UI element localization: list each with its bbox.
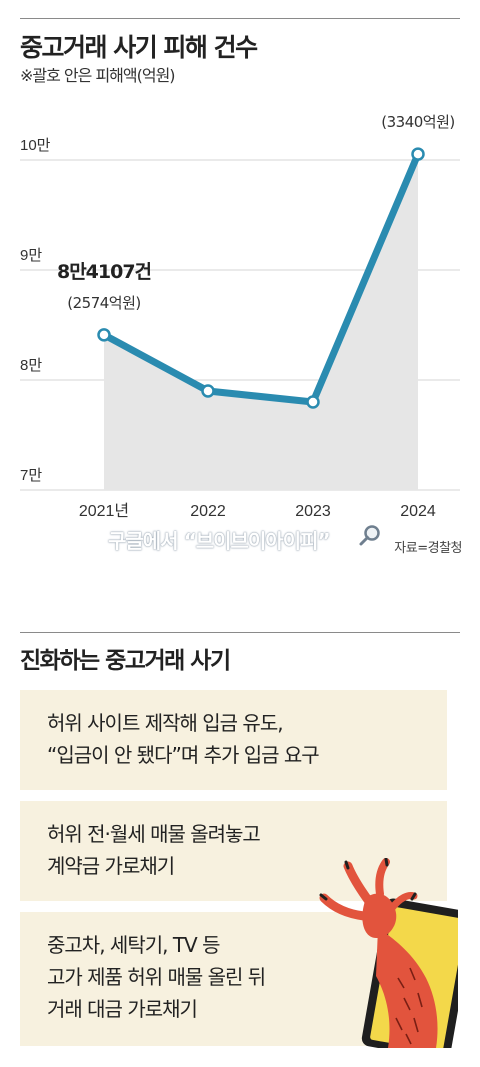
data-point (97, 328, 111, 342)
y-tick-label: 9만 (20, 247, 42, 264)
card-3-line-2: 고가 제품 허위 매물 올린 뒤 (47, 965, 266, 989)
magnifier-icon (359, 525, 380, 546)
top-rule (20, 18, 460, 19)
x-tick-label: 2023 (295, 503, 331, 520)
data-label-damage: (2574억원) (67, 294, 140, 312)
y-tick-label: 8만 (20, 357, 42, 374)
x-tick-label: 2024 (400, 503, 436, 520)
data-point (306, 395, 320, 409)
data-point (411, 147, 425, 161)
chart-subtitle: ※괄호 안은 피해액(억원) (20, 66, 176, 85)
source-note: 자료=경찰청 (394, 541, 462, 556)
card-2-line-2: 계약금 가로채기 (47, 854, 175, 878)
card-3-line-1: 중고차, 세탁기, TV 등 (47, 933, 220, 957)
data-label-damage: (3340억원) (381, 113, 454, 131)
card-1-line-1: 허위 사이트 제작해 입금 유도, (47, 711, 284, 735)
hand-from-phone-illustration (319, 858, 458, 1048)
area-fill (104, 154, 418, 491)
data-label-count: 8만4107건 (57, 261, 151, 283)
data-label-count: 10만539건 (371, 100, 465, 102)
card-3-line-3: 거래 대금 가로채기 (47, 997, 198, 1021)
scam-card-1: 허위 사이트 제작해 입금 유도, “입금이 안 됐다”며 추가 입금 요구 (20, 690, 447, 790)
section-title: 진화하는 중고거래 사기 (20, 648, 231, 674)
card-2-line-1: 허위 전·월세 매물 올려놓고 (47, 822, 261, 846)
watermark-text: 구글에서 “브이브이아이피” (108, 529, 331, 553)
y-tick-label: 7만 (20, 467, 42, 484)
card-1-line-2: “입금이 안 됐다”며 추가 입금 요구 (47, 743, 320, 767)
x-tick-label: 2022 (190, 503, 226, 520)
y-tick-label: 10만 (20, 137, 51, 154)
chart-title: 중고거래 사기 피해 건수 (20, 33, 258, 62)
section-rule (20, 632, 460, 633)
line-chart: 7만 8만 9만 10만 2021년 2022 2023 2024 8만4107건 (2574억원… (20, 100, 466, 520)
x-tick-label: 2021년 (79, 502, 129, 520)
data-point (201, 384, 215, 398)
series-line (100, 150, 422, 406)
scam-card-2: 허위 전·월세 매물 올려놓고 계약금 가로채기 (20, 801, 447, 901)
